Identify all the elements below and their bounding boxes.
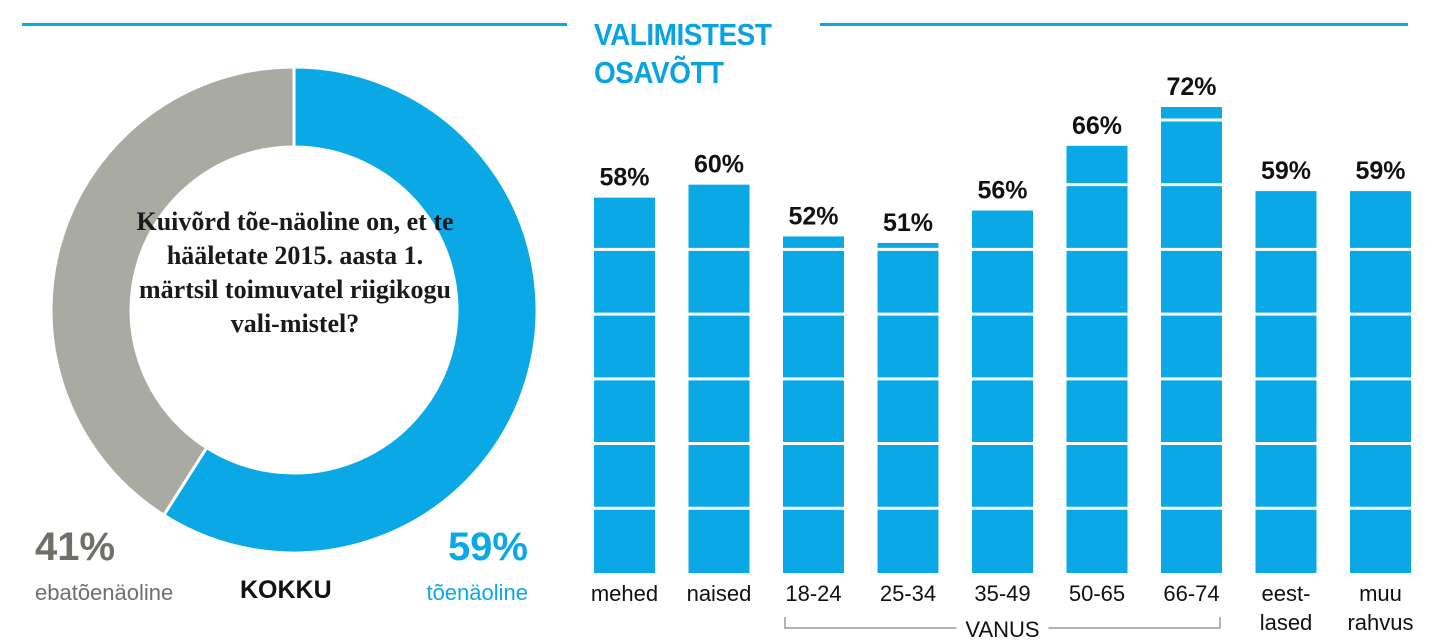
bar-chart: 58% mehed 60% naised 52% 18-24 51% 25-34 56% 35-4…	[591, 73, 1414, 642]
donut-total-label: KOKKU	[240, 576, 332, 604]
donut-left-value-label: 41%	[35, 525, 116, 569]
bar-category-label-line: naised	[687, 581, 752, 606]
bar-value-label-7: 59%	[1261, 157, 1311, 185]
bar-category-label-6: 66-74	[1163, 581, 1219, 606]
bar-category-label-4: 35-49	[974, 581, 1030, 606]
bar-category-label-line: 25-34	[880, 581, 936, 606]
donut-chart	[49, 65, 539, 555]
bar-2	[783, 236, 844, 573]
bar-5	[1066, 145, 1128, 574]
bar-category-label-5: 50-65	[1069, 581, 1125, 606]
bar-category-label-line: 66-74	[1163, 581, 1219, 606]
bar-6	[1161, 107, 1222, 573]
header-rule-left	[22, 23, 567, 26]
bar-category-label-0: mehed	[591, 581, 658, 606]
donut-slice-1	[49, 65, 296, 518]
bar-category-label-line: 35-49	[974, 581, 1030, 606]
bar-category-label-1: naised	[687, 581, 752, 606]
bar-0	[594, 197, 655, 573]
chart-title-line2: OSAVÕTT	[594, 55, 724, 90]
bar-category-label-line: rahvus	[1347, 610, 1413, 635]
bar-category-label-line: 18-24	[785, 581, 841, 606]
chart-title-line1: VALIMISTEST	[594, 17, 772, 52]
donut-question: Kuivõrd tõe-näoline on, et te hääletate …	[136, 207, 454, 338]
bar-value-label-6: 72%	[1166, 73, 1216, 101]
header-rule-right	[820, 23, 1408, 26]
age-group-label: VANUS	[965, 617, 1039, 642]
donut-right-name-label: tõenäoline	[426, 580, 528, 605]
age-group-bracket	[784, 617, 1221, 629]
bar-value-label-4: 56%	[977, 177, 1027, 205]
bar-4	[972, 210, 1033, 574]
donut-left-name-label: ebatõenäoline	[35, 580, 174, 605]
bar-3	[877, 242, 939, 573]
bar-value-label-8: 59%	[1355, 157, 1405, 185]
bar-category-label-2: 18-24	[785, 581, 841, 606]
bar-category-label-line: mehed	[591, 581, 658, 606]
bar-value-label-0: 58%	[599, 164, 649, 192]
bar-category-label-8: muu rahvus	[1347, 581, 1413, 635]
bar-value-label-3: 51%	[883, 209, 933, 237]
donut-right-value-label: 59%	[447, 525, 528, 569]
bar-category-label-7: eest-lased	[1260, 581, 1313, 635]
donut-slice-0	[161, 65, 539, 555]
bar-value-label-5: 66%	[1072, 112, 1122, 140]
bar-category-label-line: eest-	[1262, 581, 1311, 606]
bar-value-label-1: 60%	[694, 151, 744, 179]
chart-title: VALIMISTEST OSAVÕTT	[594, 16, 772, 92]
bar-category-label-line: lased	[1260, 610, 1313, 635]
bar-category-label-line: 50-65	[1069, 581, 1125, 606]
bar-category-label-3: 25-34	[880, 581, 936, 606]
bar-value-label-2: 52%	[788, 202, 838, 230]
bar-category-label-line: muu	[1359, 581, 1402, 606]
